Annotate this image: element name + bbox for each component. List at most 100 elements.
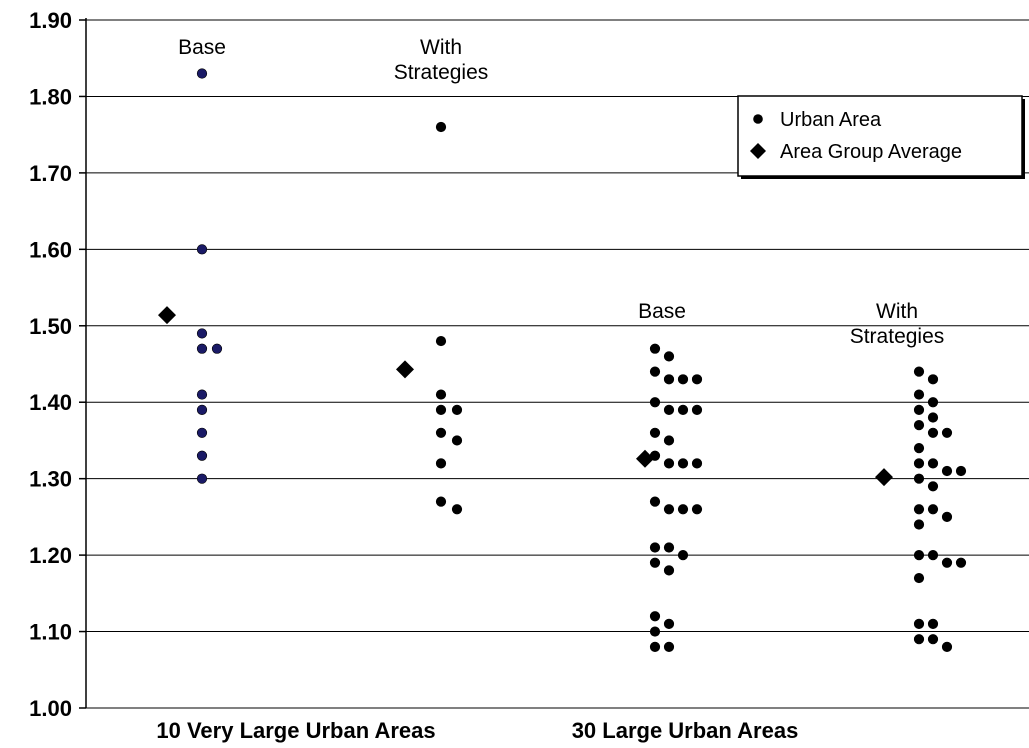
y-tick-label: 1.60	[29, 237, 72, 262]
urban-area-point	[196, 427, 208, 438]
legend-circle-marker	[753, 114, 763, 124]
urban-area-point	[196, 68, 208, 79]
urban-area-point	[927, 550, 939, 561]
urban-area-point	[913, 366, 925, 377]
legend-diamond-marker	[750, 143, 766, 159]
urban-area-point	[451, 404, 463, 415]
urban-area-point	[913, 550, 925, 561]
urban-area-point	[677, 374, 689, 385]
urban-area-point	[927, 412, 939, 423]
category-label: 30 Large Urban Areas	[572, 718, 799, 743]
data-points	[196, 68, 967, 652]
urban-area-point	[649, 542, 661, 553]
group-average-marker	[636, 449, 654, 468]
urban-area-point	[913, 473, 925, 484]
group-label: Strategies	[850, 325, 945, 348]
urban-area-point	[913, 458, 925, 469]
urban-area-point	[451, 504, 463, 515]
group-average-marker	[158, 306, 176, 325]
urban-area-point	[913, 572, 925, 584]
legend: Urban Area Area Group Average	[737, 95, 1025, 179]
urban-area-point	[663, 618, 675, 630]
urban-area-point	[927, 618, 939, 630]
urban-area-point	[435, 335, 447, 347]
urban-area-point	[913, 389, 925, 400]
urban-area-point	[913, 618, 925, 630]
urban-area-point	[649, 427, 661, 438]
y-tick-label: 1.50	[29, 314, 72, 339]
urban-area-point	[927, 634, 939, 645]
urban-area-point	[927, 374, 939, 385]
urban-area-point	[663, 404, 675, 415]
urban-area-point	[663, 565, 675, 576]
urban-area-point	[196, 389, 208, 400]
group-label: Base	[638, 300, 686, 323]
y-tick-label: 1.90	[29, 8, 72, 33]
urban-area-point	[913, 420, 925, 431]
urban-area-point	[913, 634, 925, 645]
urban-area-point	[913, 519, 925, 530]
group-label: Strategies	[394, 61, 489, 84]
urban-area-point	[435, 458, 447, 469]
urban-area-point	[691, 504, 703, 515]
urban-area-point	[196, 450, 208, 461]
urban-area-point	[941, 427, 953, 438]
category-labels: 10 Very Large Urban Areas 30 Large Urban …	[156, 718, 798, 743]
urban-area-point	[649, 557, 661, 568]
urban-area-point	[196, 404, 208, 415]
y-tick-label: 1.30	[29, 467, 72, 492]
urban-area-point	[663, 435, 675, 446]
urban-area-point	[435, 427, 447, 438]
group-average-marker	[875, 468, 893, 487]
urban-area-point	[663, 504, 675, 515]
urban-area-point	[196, 244, 208, 255]
urban-area-point	[677, 404, 689, 415]
y-tick-label: 1.70	[29, 161, 72, 186]
urban-area-point	[941, 511, 953, 522]
urban-area-point	[649, 397, 661, 408]
urban-area-point	[927, 504, 939, 515]
urban-area-point	[691, 458, 703, 469]
urban-area-point	[196, 343, 208, 354]
urban-area-point	[927, 458, 939, 469]
urban-area-point	[435, 496, 447, 507]
urban-area-point	[941, 557, 953, 568]
urban-area-point	[927, 481, 939, 492]
legend-box	[737, 95, 1023, 177]
urban-area-point	[913, 504, 925, 515]
group-label: With	[420, 36, 462, 59]
category-label: 10 Very Large Urban Areas	[156, 718, 435, 743]
legend-label: Area Group Average	[780, 141, 962, 163]
urban-area-point	[913, 442, 925, 454]
group-label: Base	[178, 36, 226, 59]
urban-area-point	[955, 557, 967, 568]
urban-area-point	[435, 404, 447, 415]
y-tick-label: 1.20	[29, 543, 72, 568]
urban-area-point	[211, 343, 223, 354]
urban-area-point	[691, 404, 703, 415]
urban-area-point	[196, 473, 208, 484]
y-tick-label: 1.80	[29, 84, 72, 109]
urban-area-point	[913, 404, 925, 415]
urban-area-point	[649, 611, 661, 622]
urban-area-point	[663, 351, 675, 362]
urban-area-point	[649, 641, 661, 652]
urban-area-point	[435, 121, 447, 133]
urban-area-point	[677, 550, 689, 561]
urban-area-point	[649, 626, 661, 637]
urban-area-point	[955, 465, 967, 477]
legend-label: Urban Area	[780, 109, 882, 131]
urban-area-point	[927, 397, 939, 408]
urban-area-point	[941, 465, 953, 477]
urban-area-point	[663, 542, 675, 553]
group-averages	[158, 306, 893, 487]
urban-area-point	[649, 343, 661, 354]
urban-area-point	[691, 374, 703, 385]
urban-area-point	[663, 641, 675, 652]
urban-area-point	[941, 641, 953, 652]
y-tick-labels: 1.00 1.10 1.20 1.30 1.40 1.50 1.60 1.70 1.80 1.90	[29, 8, 72, 721]
urban-area-point	[663, 374, 675, 385]
urban-area-point	[677, 458, 689, 469]
